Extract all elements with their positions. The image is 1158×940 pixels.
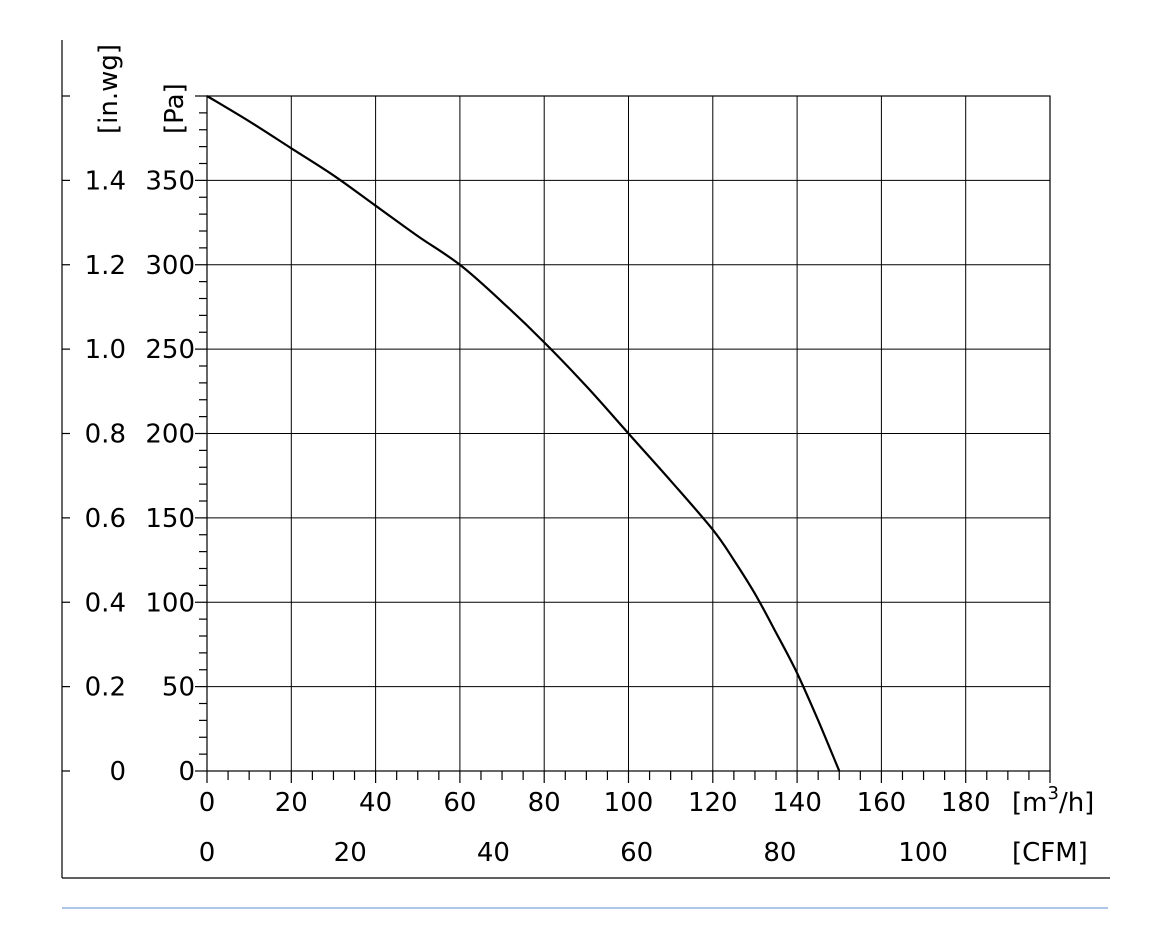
x-tick-label-m3h-0: 0 [199,788,216,818]
x-unit-cfm: [CFM] [1012,838,1088,868]
y-tick-label-inwg-1.0: 1.0 [85,335,126,365]
x-tick-label-cfm-100: 100 [898,838,948,868]
y-tick-label-pa-150: 150 [145,504,195,534]
x-unit-m3h-prefix: [m [1012,788,1047,818]
y-tick-label-inwg-0.6: 0.6 [85,504,126,534]
plot-area-frame [206,95,1051,772]
axis-ticks [62,95,1051,783]
x-tick-label-m3h-20: 20 [275,788,308,818]
x-tick-label-cfm-80: 80 [763,838,796,868]
y-tick-label-pa-300: 300 [145,251,195,281]
x-tick-label-m3h-60: 60 [443,788,476,818]
series-line-pressure-vs-airflow [206,95,841,772]
y-tick-label-inwg-1.2: 1.2 [85,251,126,281]
y-tick-label-pa-250: 250 [145,335,195,365]
x-tick-label-cfm-40: 40 [477,838,510,868]
y-tick-label-pa-0: 0 [178,757,195,787]
y-tick-label-inwg-1.4: 1.4 [85,166,126,196]
y-tick-label-pa-50: 50 [162,673,195,703]
x-tick-label-m3h-40: 40 [359,788,392,818]
y-unit-in-wg: [in.wg] [94,44,124,134]
y-tick-label-inwg-0: 0 [109,757,126,787]
y-tick-label-pa-350: 350 [145,166,195,196]
x-tick-label-cfm-0: 0 [199,838,216,868]
y-tick-label-pa-100: 100 [145,588,195,618]
grid-lines [207,96,1050,771]
x-tick-label-cfm-20: 20 [334,838,367,868]
x-tick-label-m3h-140: 140 [772,788,822,818]
y-tick-label-pa-200: 200 [145,420,195,450]
y-tick-label-inwg-0.4: 0.4 [85,588,126,618]
y-tick-label-inwg-0.2: 0.2 [85,673,126,703]
x-tick-label-m3h-160: 160 [857,788,907,818]
y-tick-label-inwg-0.8: 0.8 [85,420,126,450]
x-tick-label-m3h-100: 100 [604,788,654,818]
x-tick-label-cfm-60: 60 [620,838,653,868]
outer-frame-lines [61,40,1110,909]
x-unit-m3h-suffix: /h] [1059,788,1094,818]
x-tick-label-m3h-80: 80 [528,788,561,818]
y-unit-pa: [Pa] [160,83,190,134]
x-unit-m3h: [m3/h] [1012,783,1094,818]
x-tick-label-m3h-120: 120 [688,788,738,818]
x-tick-label-m3h-180: 180 [941,788,991,818]
x-unit-m3h-superscript: 3 [1047,783,1058,804]
